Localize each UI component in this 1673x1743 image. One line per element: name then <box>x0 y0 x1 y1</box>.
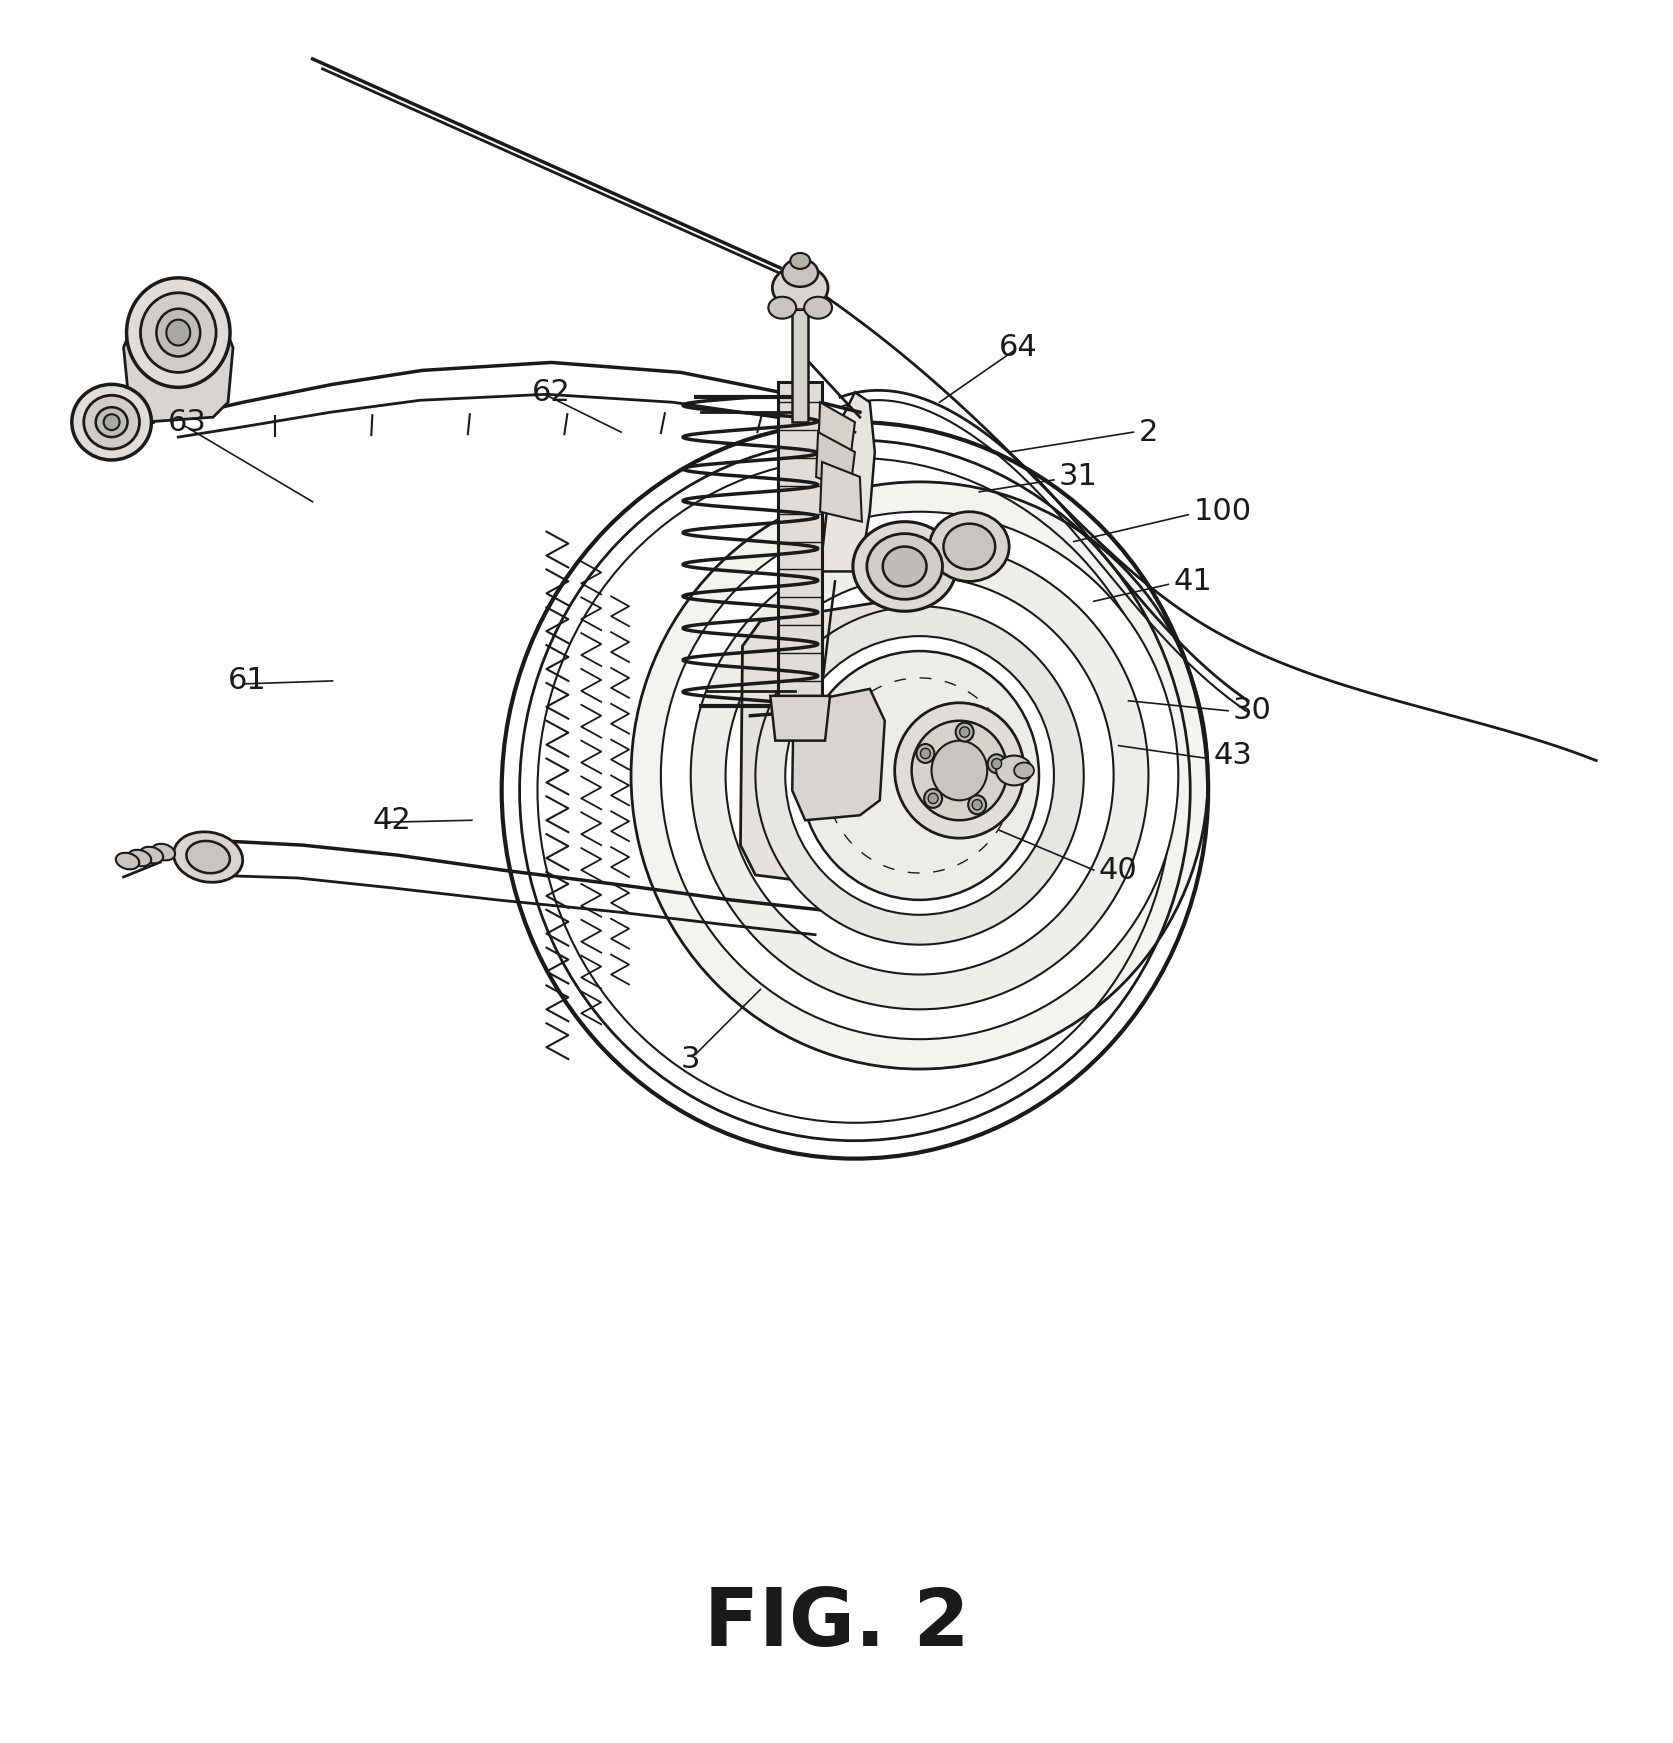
Polygon shape <box>770 695 830 741</box>
Ellipse shape <box>917 744 934 763</box>
Ellipse shape <box>800 652 1039 899</box>
Ellipse shape <box>929 793 939 804</box>
Text: 61: 61 <box>228 666 266 695</box>
Text: 41: 41 <box>1173 566 1211 596</box>
Text: FIG. 2: FIG. 2 <box>704 1586 969 1663</box>
Ellipse shape <box>960 727 970 737</box>
Text: 43: 43 <box>1213 741 1251 770</box>
Ellipse shape <box>895 702 1024 838</box>
Ellipse shape <box>141 847 164 863</box>
Ellipse shape <box>174 831 243 882</box>
Polygon shape <box>741 601 910 891</box>
Ellipse shape <box>944 523 995 570</box>
Ellipse shape <box>955 723 974 741</box>
Text: 100: 100 <box>1193 497 1251 526</box>
Ellipse shape <box>141 293 216 373</box>
Ellipse shape <box>783 260 818 288</box>
Text: 40: 40 <box>1099 856 1138 884</box>
Polygon shape <box>746 830 860 920</box>
Ellipse shape <box>127 277 229 387</box>
Ellipse shape <box>661 512 1178 1039</box>
Ellipse shape <box>805 296 831 319</box>
Ellipse shape <box>992 758 1002 769</box>
Ellipse shape <box>768 296 796 319</box>
Ellipse shape <box>152 844 176 861</box>
Ellipse shape <box>932 741 987 800</box>
Text: 42: 42 <box>373 805 412 835</box>
Ellipse shape <box>853 521 957 612</box>
Ellipse shape <box>790 253 810 268</box>
Ellipse shape <box>920 748 930 758</box>
Ellipse shape <box>912 720 1007 821</box>
Text: 2: 2 <box>1139 418 1158 446</box>
Ellipse shape <box>115 852 139 870</box>
Ellipse shape <box>95 408 127 437</box>
Ellipse shape <box>166 319 191 345</box>
Text: 3: 3 <box>681 1044 701 1074</box>
Polygon shape <box>793 303 808 422</box>
Polygon shape <box>820 462 862 521</box>
Ellipse shape <box>785 636 1054 915</box>
Ellipse shape <box>773 267 828 310</box>
Polygon shape <box>820 392 875 572</box>
Polygon shape <box>818 403 855 462</box>
Ellipse shape <box>756 607 1084 945</box>
Ellipse shape <box>987 755 1005 774</box>
Ellipse shape <box>923 790 942 807</box>
Ellipse shape <box>186 840 229 873</box>
Polygon shape <box>793 688 885 821</box>
Ellipse shape <box>72 385 152 460</box>
Ellipse shape <box>631 481 1208 1068</box>
Ellipse shape <box>930 512 1009 582</box>
Polygon shape <box>731 572 974 910</box>
Ellipse shape <box>691 542 1148 1009</box>
Text: 31: 31 <box>1059 462 1097 492</box>
Text: 62: 62 <box>532 378 570 406</box>
Ellipse shape <box>502 422 1208 1159</box>
Text: 63: 63 <box>169 408 207 437</box>
Ellipse shape <box>127 851 151 866</box>
Polygon shape <box>124 322 233 422</box>
Ellipse shape <box>969 795 985 814</box>
Ellipse shape <box>995 755 1032 786</box>
Ellipse shape <box>156 309 201 357</box>
Polygon shape <box>778 382 821 701</box>
Text: 64: 64 <box>999 333 1037 363</box>
Text: 30: 30 <box>1233 695 1271 725</box>
Ellipse shape <box>972 800 982 810</box>
Ellipse shape <box>104 415 119 431</box>
Polygon shape <box>816 432 855 492</box>
Ellipse shape <box>726 577 1114 974</box>
Ellipse shape <box>84 396 139 450</box>
Ellipse shape <box>883 547 927 586</box>
Ellipse shape <box>1014 762 1034 779</box>
Ellipse shape <box>867 533 942 600</box>
